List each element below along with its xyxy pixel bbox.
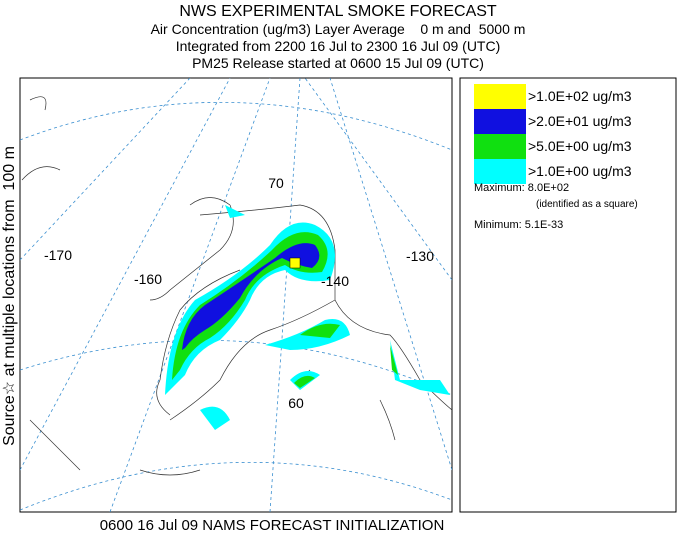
subtitle: Air Concentration (ug/m3) Layer Average … <box>151 21 526 37</box>
legend-swatch <box>474 159 526 184</box>
legend-label: >1.0E+00 ug/m3 <box>528 163 632 179</box>
lat-label: 70 <box>268 175 284 191</box>
lat-label: 60 <box>288 395 304 411</box>
legend: >1.0E+02 ug/m3 >2.0E+01 ug/m3 >5.0E+00 ug/… <box>474 84 632 184</box>
title: NWS EXPERIMENTAL SMOKE FORECAST <box>179 3 497 20</box>
legend-swatch <box>474 84 526 109</box>
side-label: Source☆ at multiple locations from 100 m <box>1 146 18 446</box>
subtitle: Integrated from 2200 16 Jul to 2300 16 J… <box>176 38 501 54</box>
lon-label: -160 <box>134 271 162 287</box>
lon-label: -140 <box>321 273 349 289</box>
maximum: Maximum: 8.0E+02 <box>474 182 569 194</box>
maximum-note: (identified as a square) <box>536 199 638 210</box>
subtitle: PM25 Release started at 0600 15 Jul 09 (… <box>192 55 484 71</box>
legend-label: >5.0E+00 ug/m3 <box>528 138 632 154</box>
minimum: Minimum: 5.1E-33 <box>474 219 563 231</box>
lon-label: -130 <box>406 248 434 264</box>
legend-label: >2.0E+01 ug/m3 <box>528 113 632 129</box>
legend-swatch <box>474 109 526 134</box>
footer: 0600 16 Jul 09 NAMS FORECAST INITIALIZAT… <box>100 517 445 532</box>
lon-label: -170 <box>44 247 72 263</box>
map <box>20 78 452 512</box>
legend-swatch <box>474 134 526 159</box>
legend-label: >1.0E+02 ug/m3 <box>528 88 632 104</box>
